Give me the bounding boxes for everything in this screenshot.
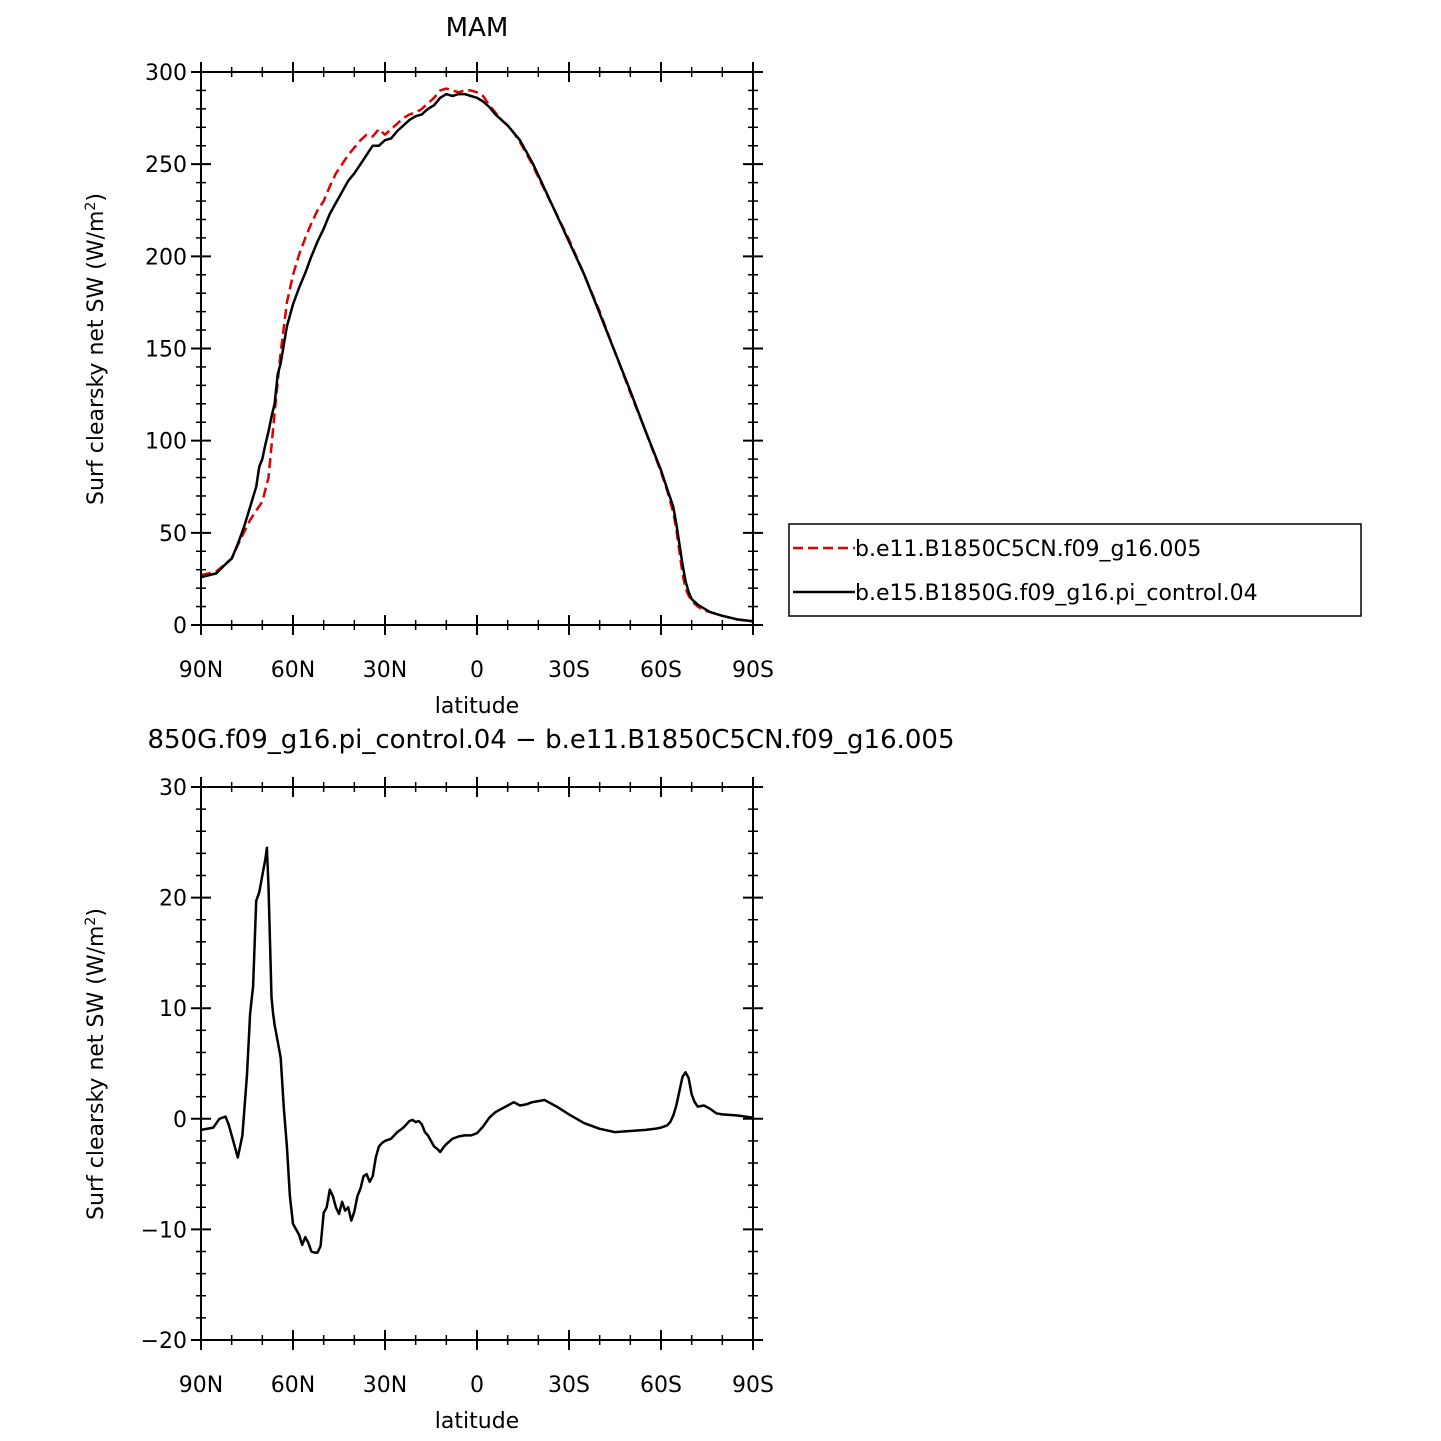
top-y-tick-label: 100 [145,430,187,455]
bottom-x-tick-label: 90S [732,1373,774,1398]
top-y-tick-label: 150 [145,338,187,363]
top-series-line-2 [200,92,754,623]
top-x-tick-label: 90N [179,658,223,683]
top-x-tick-label: 60N [271,658,315,683]
bottom-x-tick-label: 0 [470,1373,484,1398]
bottom-y-tick-labels: −20 −10 0 10 20 30 [141,776,187,1354]
bottom-y-tick-label: −10 [141,1218,187,1243]
bottom-x-tick-label: 60N [271,1373,315,1398]
bottom-plot-frame [200,786,754,1341]
top-y-tick-label: 0 [173,614,187,639]
top-y-tick-labels: 0 50 100 150 200 250 300 [145,61,187,639]
bottom-panel: 850G.f09_g16.pi_control.04 − b.e11.B1850… [83,725,955,1434]
top-x-tick-labels: 90N 60N 30N 0 30S 60S 90S [179,658,774,683]
bottom-y-tick-label: 30 [159,776,187,801]
bottom-y-axis-label: Surf clearsky net SW (W/m2) [83,908,109,1220]
bottom-x-tick-label: 60S [640,1373,682,1398]
legend-box [788,523,1362,617]
top-chart-ticks [191,62,763,635]
top-series-line-1 [200,87,754,623]
bottom-y-tick-label: 0 [173,1108,187,1133]
top-y-tick-label: 250 [145,153,187,178]
top-x-tick-label: 0 [470,658,484,683]
top-y-tick-label: 200 [145,245,187,270]
top-x-tick-label: 30S [548,658,590,683]
legend: b.e11.B1850C5CN.f09_g16.005 b.e15.B1850G… [788,523,1362,617]
bottom-x-axis-label: latitude [435,1409,519,1434]
bottom-y-tick-label: 20 [159,887,187,912]
bottom-y-tick-label: 10 [159,997,187,1022]
bottom-y-tick-label: −20 [141,1329,187,1354]
bottom-chart-title: 850G.f09_g16.pi_control.04 − b.e11.B1850… [147,725,954,755]
bottom-x-tick-label: 30N [363,1373,407,1398]
bottom-chart-ticks [191,777,763,1350]
top-y-axis-label: Surf clearsky net SW (W/m2) [83,193,109,505]
bottom-series-line-1 [200,846,754,1254]
bottom-x-tick-label: 90N [179,1373,223,1398]
top-chart-title: MAM [446,13,509,43]
top-plot-frame [200,71,754,626]
top-x-tick-label: 60S [640,658,682,683]
top-y-tick-label: 300 [145,61,187,86]
top-series-lines [200,87,754,623]
legend-label-series-1: b.e11.B1850C5CN.f09_g16.005 [855,537,1201,562]
top-x-tick-label: 30N [363,658,407,683]
bottom-x-tick-labels: 90N 60N 30N 0 30S 60S 90S [179,1373,774,1398]
legend-label-series-2: b.e15.B1850G.f09_g16.pi_control.04 [855,581,1258,606]
bottom-series-lines [200,846,754,1254]
bottom-x-tick-label: 30S [548,1373,590,1398]
top-y-tick-label: 50 [159,522,187,547]
top-x-tick-label: 90S [732,658,774,683]
top-x-axis-label: latitude [435,694,519,719]
